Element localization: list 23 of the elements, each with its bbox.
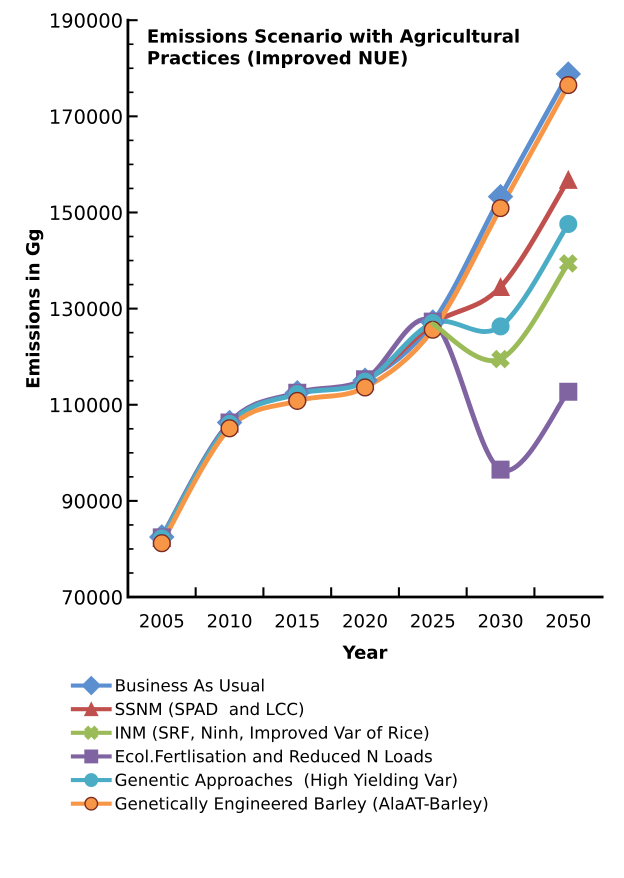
x-tick-label: 2020 xyxy=(343,614,387,628)
x-tick-label: 2010 xyxy=(208,614,252,628)
legend-label: Business As Usual xyxy=(116,678,264,692)
y-tick-label: 90000 xyxy=(62,494,122,509)
legend-label: SSNM (SPAD and LCC) xyxy=(116,702,304,718)
y-tick-label: 190000 xyxy=(50,13,122,28)
x-axis-title: Year xyxy=(342,646,388,660)
y-tick-label: 110000 xyxy=(50,398,122,412)
y-tick-label: 130000 xyxy=(50,302,122,316)
x-tick-label: 2025 xyxy=(411,614,454,628)
y-axis-title: Emissions in Gg xyxy=(26,230,44,388)
text: Emissions Scenario with Agricultural Practices (Improved NUE) xyxy=(148,28,519,68)
y-tick-label: 70000 xyxy=(62,590,122,605)
legend-label: Genentic Approaches (High Yielding Var) xyxy=(116,773,457,790)
x-tick-label: 2050 xyxy=(546,614,590,628)
legend-label: Genetically Engineered Barley (AlaAT-Barley) xyxy=(116,796,488,813)
y-tick-label: 170000 xyxy=(50,109,122,124)
legend-label: Ecol.Fertlisation and Reduced N Loads xyxy=(116,750,432,762)
x-tick-label: 2015 xyxy=(276,614,319,628)
x-tick-label: 2030 xyxy=(478,614,522,628)
y-tick-label: 150000 xyxy=(50,205,122,220)
legend-label: INM (SRF, Ninh, Improved Var of Rice) xyxy=(116,726,428,742)
x-tick-label: 2005 xyxy=(140,614,184,628)
